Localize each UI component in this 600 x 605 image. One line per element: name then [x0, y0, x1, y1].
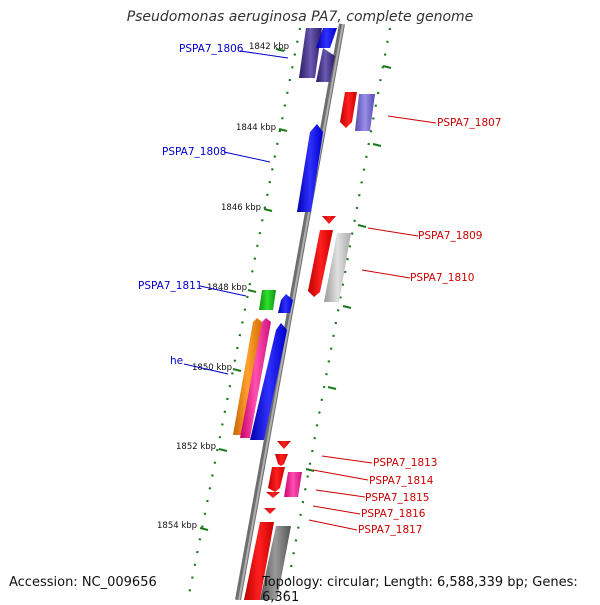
gene-block-1809-cap[interactable]	[322, 216, 336, 224]
gene-block-1807b[interactable]	[355, 94, 375, 131]
gene-block-he-pink[interactable]	[240, 318, 271, 438]
gene-block-1806b[interactable]	[316, 28, 337, 48]
gene-label-1815[interactable]: PSPA7_1815	[365, 492, 430, 504]
gene-label-1808[interactable]: PSPA7_1808	[162, 146, 227, 158]
gene-block-1809[interactable]	[308, 230, 333, 297]
plus-leader-lines	[183, 50, 289, 375]
gene-block-1815[interactable]	[268, 467, 285, 492]
gene-block-1814[interactable]	[275, 454, 288, 466]
kbp-tick-marks	[199, 48, 392, 531]
kbp-label-1844: 1844 kbp	[236, 123, 276, 133]
gene-block-1817b[interactable]	[260, 526, 291, 600]
gene-label-1817[interactable]: PSPA7_1817	[358, 524, 423, 536]
kbp-label-1842: 1842 kbp	[249, 42, 289, 52]
gene-block-1806c[interactable]	[316, 48, 335, 82]
gene-block-1815b[interactable]	[284, 472, 302, 497]
kbp-label-1846: 1846 kbp	[221, 203, 261, 213]
gene-label-1807[interactable]: PSPA7_1807	[437, 117, 502, 129]
gene-label-1816[interactable]: PSPA7_1816	[361, 508, 426, 520]
outer-dotted-track-left	[186, 27, 302, 600]
gene-block-1817[interactable]	[244, 522, 274, 600]
kbp-label-1848: 1848 kbp	[207, 283, 247, 293]
genome-title: Pseudomonas aeruginosa PA7, complete gen…	[126, 9, 474, 25]
genome-backbone	[235, 23, 345, 600]
gene-block-1808[interactable]	[297, 124, 323, 212]
minus-leader-lines	[308, 115, 437, 531]
gene-block-1816b[interactable]	[264, 508, 276, 514]
kbp-label-1854: 1854 kbp	[157, 521, 197, 531]
gene-label-1813[interactable]: PSPA7_1813	[373, 457, 438, 469]
kbp-label-1852: 1852 kbp	[176, 442, 216, 452]
gene-label-1810[interactable]: PSPA7_1810	[410, 272, 475, 284]
gene-label-1809[interactable]: PSPA7_1809	[418, 230, 483, 242]
gene-block-he-blue[interactable]	[250, 323, 287, 440]
gene-label-1806[interactable]: PSPA7_1806	[179, 43, 244, 55]
gene-block-1811b[interactable]	[278, 294, 293, 313]
gene-block-1810[interactable]	[324, 233, 351, 302]
gene-block-1813[interactable]	[277, 441, 291, 449]
gene-label-1814[interactable]: PSPA7_1814	[369, 475, 434, 487]
gene-block-he-orange[interactable]	[233, 318, 262, 435]
gene-block-1806[interactable]	[299, 28, 322, 78]
gene-label-1811[interactable]: PSPA7_1811	[138, 280, 203, 292]
genome-summary-text: Topology: circular; Length: 6,588,339 bp…	[262, 575, 578, 605]
gene-label-he[interactable]: he	[170, 355, 183, 367]
gene-block-1807[interactable]	[340, 92, 357, 128]
accession-text: Accession: NC_009656	[9, 575, 157, 590]
kbp-label-1850: 1850 kbp	[192, 363, 232, 373]
gene-block-1816[interactable]	[266, 492, 280, 498]
gene-block-1811[interactable]	[259, 290, 276, 310]
